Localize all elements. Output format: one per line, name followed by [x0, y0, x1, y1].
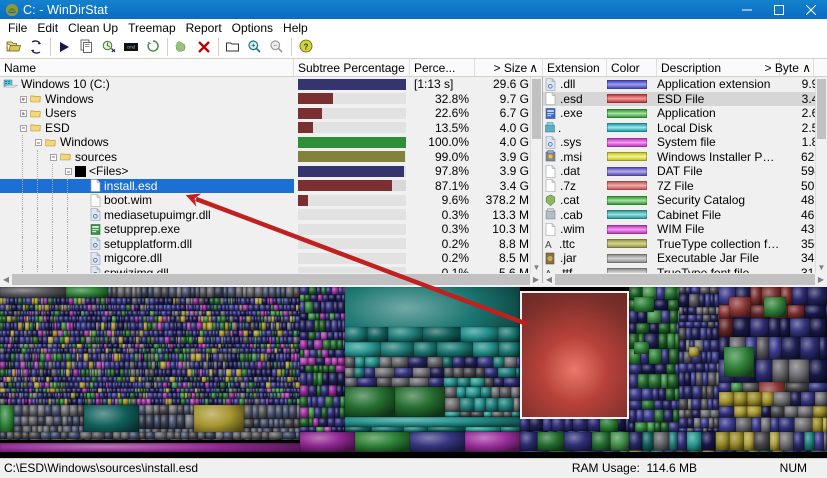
svg-text:?: ?	[304, 43, 309, 52]
svg-text:cmd: cmd	[127, 45, 136, 50]
svg-text:A: A	[545, 240, 552, 250]
